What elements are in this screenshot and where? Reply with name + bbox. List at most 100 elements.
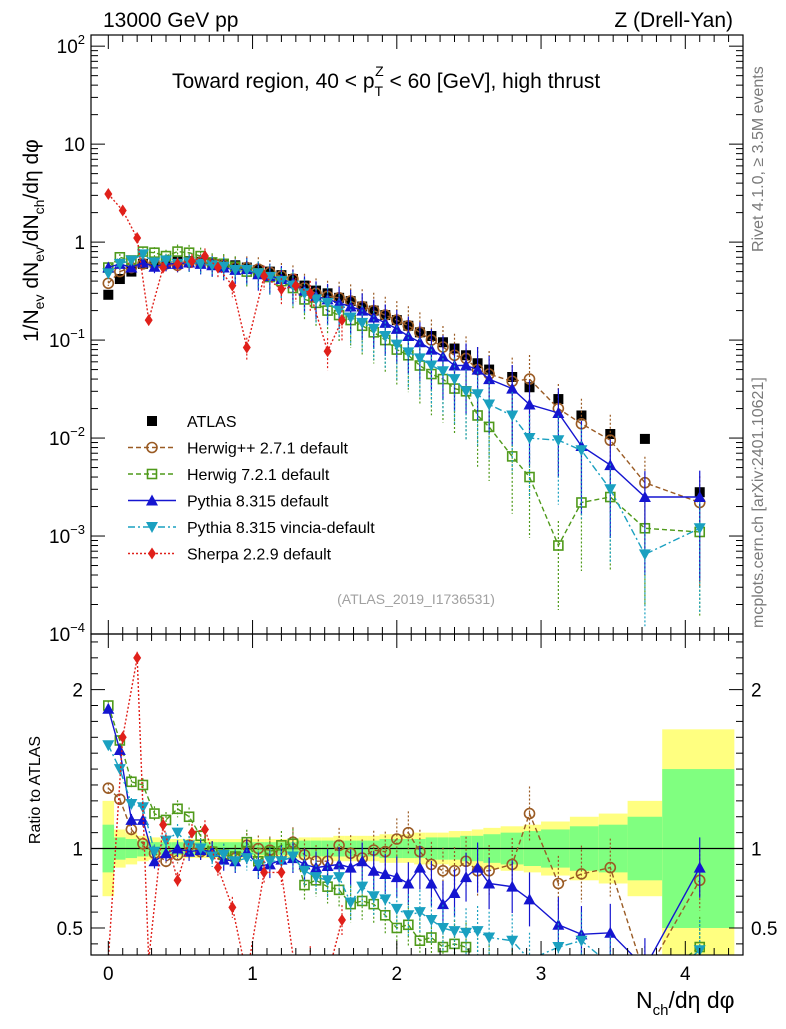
data-point-marker <box>291 279 300 292</box>
data-point-marker <box>310 872 323 884</box>
data-point-marker <box>333 872 346 884</box>
data-point-marker <box>337 314 346 327</box>
main-series-layer <box>102 187 706 627</box>
legend-label: ATLAS <box>187 414 237 431</box>
data-point-marker <box>114 793 126 806</box>
data-point-marker <box>148 846 161 858</box>
main-plot-title: Toward region, 40 < pTZ < 60 [GeV], high… <box>172 63 600 99</box>
data-point-marker <box>604 926 617 938</box>
data-point-marker <box>356 317 369 329</box>
tick-label-base: 10 <box>49 625 70 646</box>
title-part-before: Toward region, 40 < p <box>172 70 375 93</box>
data-point-marker <box>448 359 461 371</box>
data-point-marker <box>606 971 615 980</box>
data-point-marker <box>113 258 126 270</box>
ylabel-b: dN <box>20 262 43 295</box>
data-point-marker <box>604 960 616 971</box>
data-point-marker <box>172 803 183 815</box>
tick-label-base: 10 <box>57 37 78 58</box>
x-tick-label: 2 <box>392 964 403 985</box>
data-point-marker <box>321 875 334 887</box>
data-point-marker <box>102 782 115 794</box>
data-point-marker <box>460 927 473 939</box>
process-label: Z (Drell-Yan) <box>614 9 733 32</box>
data-point-marker <box>240 264 253 276</box>
data-point-marker <box>148 257 161 269</box>
data-point-marker <box>252 859 265 871</box>
series-atlas <box>103 255 705 498</box>
data-point-marker <box>213 261 222 274</box>
data-point-marker <box>391 833 403 845</box>
data-point-marker <box>577 984 586 993</box>
legend-label: Pythia 8.315 vincia-default <box>187 520 375 537</box>
data-point-marker <box>483 399 496 411</box>
data-point-marker <box>125 261 138 273</box>
data-point-marker <box>217 261 230 273</box>
data-point-marker <box>390 322 403 334</box>
data-point-marker <box>113 764 126 776</box>
data-point-marker <box>187 826 196 839</box>
data-point-marker <box>506 410 519 422</box>
data-point-marker <box>575 445 588 457</box>
data-point-marker <box>367 891 380 903</box>
tick-label-exponent: 2 <box>78 32 85 47</box>
data-point-marker <box>228 901 237 914</box>
ylabel-d: /dη dφ <box>20 139 43 199</box>
data-point-marker <box>413 907 426 919</box>
ratio-y-tick-label-right: 2 <box>751 681 762 702</box>
data-point-marker <box>436 922 449 934</box>
series-sherpa-2-2-9-default <box>107 651 346 982</box>
data-point-marker <box>187 255 196 268</box>
ylabel-c: /dN <box>20 214 43 247</box>
data-point-marker <box>693 523 706 535</box>
ratio-y-tick-label-right: 1 <box>751 840 762 861</box>
series-line <box>107 787 701 955</box>
tick-label-base: 10 <box>49 331 70 352</box>
tick-label-base: 10 <box>49 527 70 548</box>
data-point-marker <box>575 868 588 880</box>
data-point-marker <box>471 363 484 375</box>
data-point-marker <box>228 279 237 292</box>
data-point-marker <box>523 433 536 445</box>
data-point-marker <box>379 894 392 906</box>
ratio-y-tick-label-right: 0.5 <box>751 919 777 940</box>
data-point-marker <box>159 818 168 831</box>
ylabel-c-sub: ch <box>31 200 47 215</box>
data-point-marker <box>460 386 473 398</box>
data-point-marker <box>194 258 207 270</box>
data-point-marker <box>242 341 251 354</box>
legend-entry: ATLAS <box>147 414 237 431</box>
ylabel-a-sub: ev <box>31 295 47 310</box>
series-line <box>107 193 343 354</box>
data-point-marker <box>160 835 173 847</box>
data-point-marker <box>159 261 168 274</box>
data-point-marker <box>402 910 415 922</box>
legend-entry: Sherpa 2.2.9 default <box>128 547 332 564</box>
data-point-marker <box>524 471 535 483</box>
data-point-marker <box>147 416 157 426</box>
data-point-marker <box>263 856 276 868</box>
data-point-marker <box>146 441 158 454</box>
data-point-marker <box>402 330 415 342</box>
data-point-marker <box>425 915 438 927</box>
data-point-marker <box>133 232 142 245</box>
data-point-marker <box>148 547 156 560</box>
x-tick-label: 3 <box>536 964 547 985</box>
data-point-marker <box>173 874 182 887</box>
data-point-marker <box>425 877 438 889</box>
data-point-marker <box>390 339 403 351</box>
data-point-marker <box>552 877 565 890</box>
data-point-marker <box>260 270 269 283</box>
rivet-version-label: Rivet 4.1.0, ≥ 3.5M events <box>750 66 767 252</box>
legend: ATLAS Herwig++ 2.7.1 default Herwig 7.2.1 … <box>128 414 375 564</box>
x-tick-label: 1 <box>247 964 258 985</box>
legend-label: Herwig++ 2.7.1 default <box>187 441 349 458</box>
tick-label-exponent: −4 <box>70 620 85 635</box>
data-point-marker <box>693 861 706 873</box>
data-point-marker <box>324 970 332 982</box>
data-point-marker <box>183 811 195 823</box>
title-part-after: < 60 [GeV], high thrust <box>384 70 601 93</box>
data-point-marker <box>436 898 449 910</box>
data-point-marker <box>229 264 242 276</box>
